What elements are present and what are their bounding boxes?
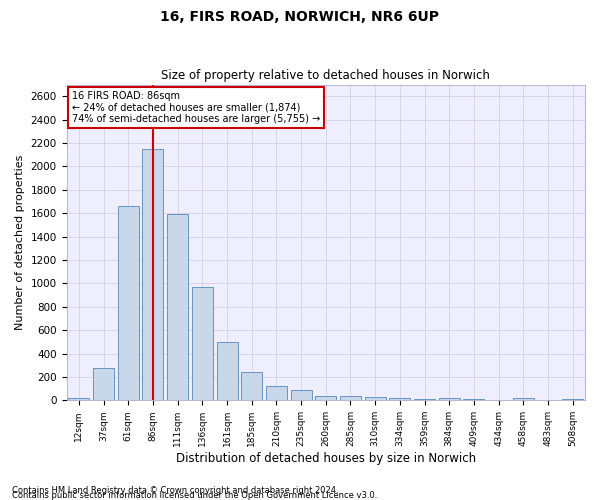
Bar [118, 206, 139, 400]
Bar [365, 398, 386, 400]
Bar [167, 214, 188, 400]
Text: Contains public sector information licensed under the Open Government Licence v3: Contains public sector information licen… [12, 491, 377, 500]
Bar [217, 342, 238, 400]
Bar [192, 287, 213, 401]
Bar [142, 149, 163, 401]
Bar [439, 398, 460, 400]
Title: Size of property relative to detached houses in Norwich: Size of property relative to detached ho… [161, 69, 490, 82]
Bar [513, 398, 534, 400]
Y-axis label: Number of detached properties: Number of detached properties [15, 155, 25, 330]
Bar [290, 390, 311, 400]
Bar [68, 398, 89, 400]
Bar [562, 399, 583, 400]
Bar [93, 368, 114, 400]
Text: Contains HM Land Registry data © Crown copyright and database right 2024.: Contains HM Land Registry data © Crown c… [12, 486, 338, 495]
Bar [414, 398, 435, 400]
X-axis label: Distribution of detached houses by size in Norwich: Distribution of detached houses by size … [176, 452, 476, 465]
Text: 16, FIRS ROAD, NORWICH, NR6 6UP: 16, FIRS ROAD, NORWICH, NR6 6UP [161, 10, 439, 24]
Bar [463, 399, 484, 400]
Bar [389, 398, 410, 400]
Bar [315, 396, 336, 400]
Bar [241, 372, 262, 400]
Bar [340, 396, 361, 400]
Text: 16 FIRS ROAD: 86sqm
← 24% of detached houses are smaller (1,874)
74% of semi-det: 16 FIRS ROAD: 86sqm ← 24% of detached ho… [72, 91, 320, 124]
Bar [266, 386, 287, 400]
